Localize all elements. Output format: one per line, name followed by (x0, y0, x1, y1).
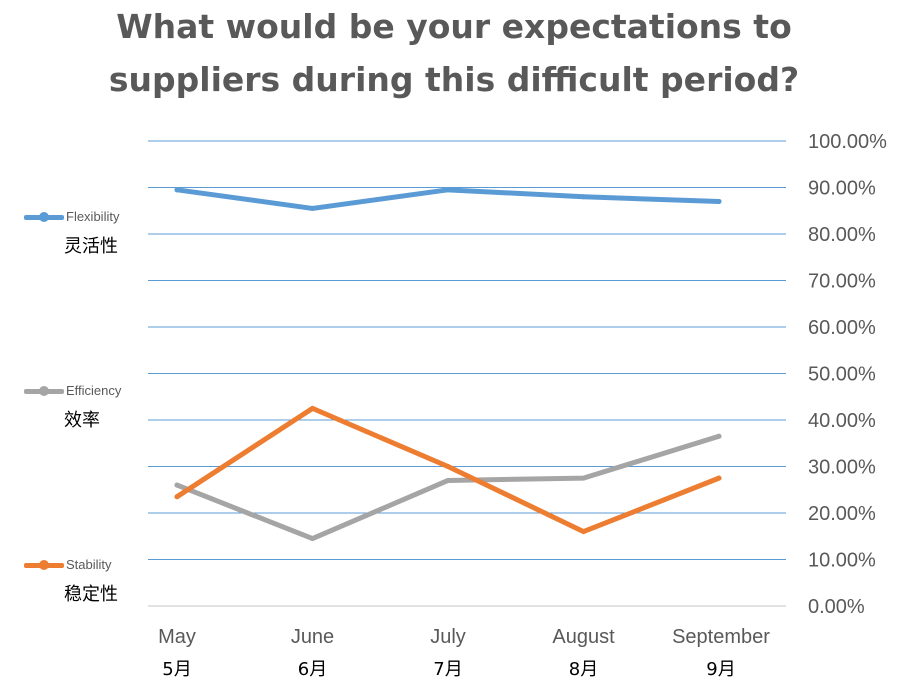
legend-flexibility-label: Flexibility (66, 209, 120, 225)
data-point-stability (581, 529, 586, 535)
data-point-stability (445, 464, 451, 469)
legend-item-efficiency: Efficiency 效率 (24, 382, 144, 432)
legend-efficiency-label-cn: 效率 (64, 410, 100, 431)
data-point-efficiency (174, 482, 180, 488)
y-tick-label: 0.00% (808, 596, 865, 618)
legend-stability-label-cn: 稳定性 (64, 584, 118, 605)
y-tick-label: 10.00% (808, 550, 876, 572)
chart-title-line-1: What would be your expectations to (116, 7, 792, 46)
legend-efficiency-marker-icon (24, 385, 64, 396)
y-axis-tick-labels: 100.00% 90.00% 80.00% 70.00% 60.00% 50.00% 40.… (808, 131, 887, 618)
series-line-efficiency (174, 433, 722, 542)
data-point-stability (310, 405, 315, 411)
legend-flexibility-marker-icon (24, 211, 64, 222)
x-axis-tick-labels: May 5月 June 6月 July 7月 August 8月 September 9月 (158, 626, 770, 680)
data-point-efficiency (581, 475, 586, 481)
series-line-flexibility (174, 187, 722, 211)
y-tick-label: 60.00% (808, 317, 876, 339)
data-point-efficiency (445, 477, 451, 483)
x-tick-label-cn: 6月 (298, 659, 327, 680)
y-tick-label: 20.00% (808, 503, 876, 525)
y-tick-label: 90.00% (808, 178, 876, 200)
data-point-flexibility (310, 205, 315, 211)
x-tick-label: May (158, 626, 196, 648)
legend-flexibility-label-cn: 灵活性 (64, 236, 118, 257)
series-lines (174, 187, 722, 542)
data-point-efficiency (310, 536, 315, 542)
y-tick-label: 80.00% (808, 224, 876, 246)
data-point-flexibility (445, 187, 451, 193)
x-tick-label: July (430, 626, 466, 648)
gridlines (148, 140, 786, 607)
y-tick-label: 100.00% (808, 131, 887, 153)
legend-item-flexibility: Flexibility 灵活性 (24, 208, 144, 258)
x-tick-label-cn: 5月 (162, 659, 191, 680)
data-point-flexibility (716, 198, 722, 204)
x-tick-label: June (291, 626, 334, 648)
x-tick-label-cn: 8月 (569, 659, 598, 680)
y-tick-label: 40.00% (808, 410, 876, 432)
x-tick-label-cn: 9月 (706, 659, 735, 680)
data-point-stability (716, 475, 722, 481)
data-point-flexibility (581, 194, 586, 200)
chart-title: What would be your expectations to suppl… (0, 0, 908, 106)
y-tick-label: 50.00% (808, 364, 876, 386)
x-tick-label: September (672, 626, 770, 648)
legend-efficiency-label: Efficiency (66, 383, 122, 399)
legend-item-stability: Stability 稳定性 (24, 556, 144, 606)
data-point-efficiency (716, 433, 722, 439)
legend-stability-label: Stability (66, 557, 112, 573)
y-tick-label: 70.00% (808, 271, 876, 293)
data-point-flexibility (174, 187, 180, 193)
chart-title-line-2: suppliers during this difficult period? (108, 60, 800, 99)
y-tick-label: 30.00% (808, 457, 876, 479)
data-point-stability (174, 494, 180, 500)
x-tick-label: August (552, 626, 615, 648)
x-tick-label-cn: 7月 (433, 659, 462, 680)
legend-stability-marker-icon (24, 559, 64, 570)
